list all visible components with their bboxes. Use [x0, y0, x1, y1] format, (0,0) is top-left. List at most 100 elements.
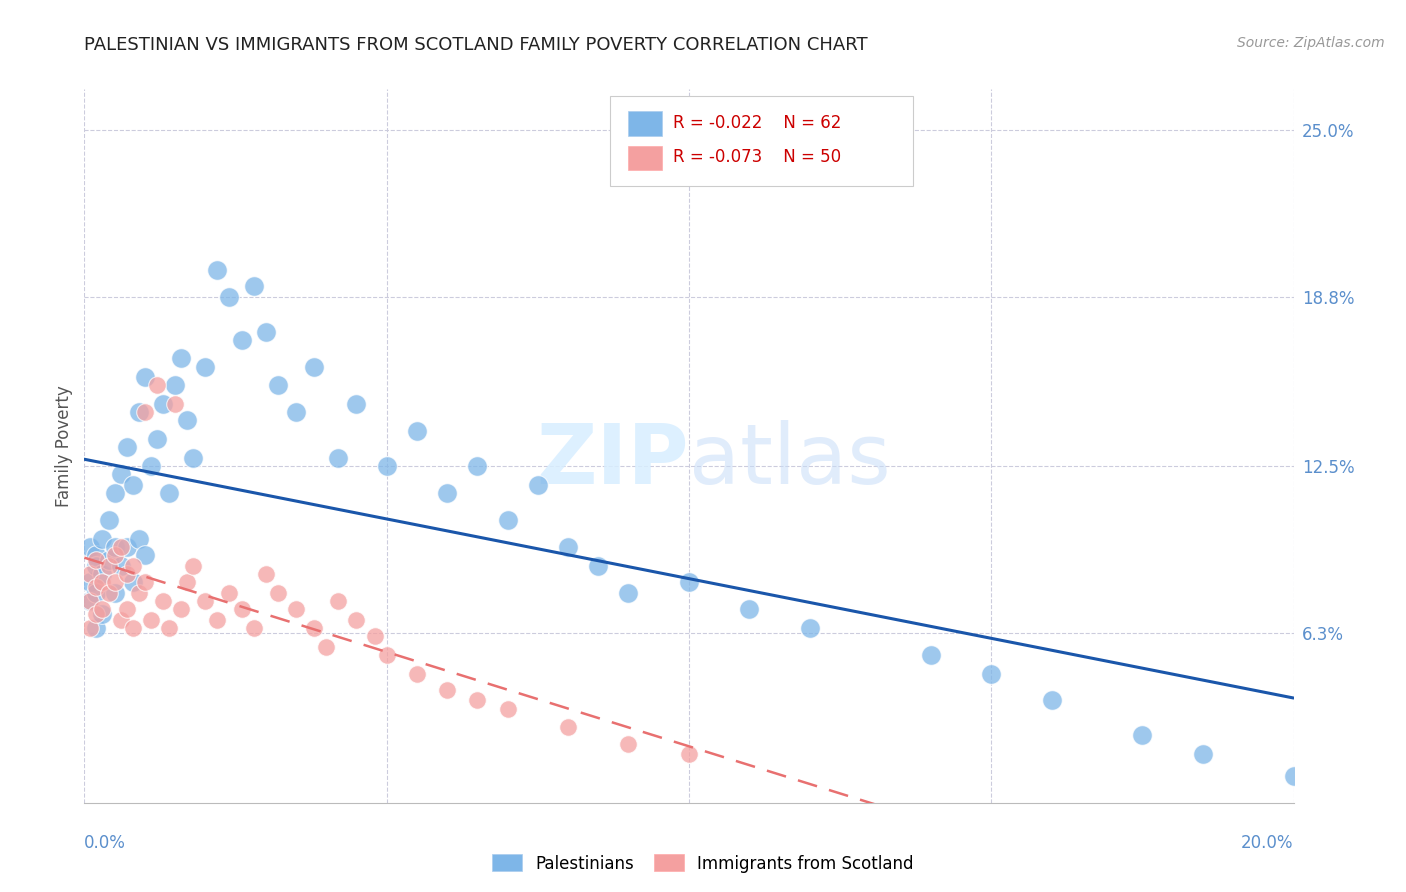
Point — [152, 397, 174, 411]
Point — [231, 333, 253, 347]
Point — [285, 602, 308, 616]
Point — [104, 586, 127, 600]
Point — [110, 613, 132, 627]
Point — [165, 378, 187, 392]
Point — [134, 370, 156, 384]
Point — [557, 540, 579, 554]
Point — [302, 359, 325, 374]
Point — [139, 613, 162, 627]
Point — [79, 566, 101, 581]
Point — [678, 574, 700, 589]
Point — [557, 720, 579, 734]
Point — [79, 621, 101, 635]
Point — [254, 566, 277, 581]
Point — [86, 607, 108, 622]
Y-axis label: Family Poverty: Family Poverty — [55, 385, 73, 507]
Point — [328, 451, 350, 466]
Point — [799, 621, 821, 635]
Point — [86, 586, 108, 600]
Point — [617, 586, 640, 600]
Point — [302, 621, 325, 635]
Point — [104, 548, 127, 562]
Text: 20.0%: 20.0% — [1241, 834, 1294, 852]
Point — [406, 424, 429, 438]
Text: ZIP: ZIP — [537, 420, 689, 500]
Point — [165, 397, 187, 411]
Point — [79, 574, 101, 589]
Point — [91, 532, 114, 546]
Point — [86, 558, 108, 573]
Point — [231, 602, 253, 616]
Point — [267, 378, 290, 392]
Point — [496, 513, 519, 527]
Point — [436, 486, 458, 500]
Point — [121, 478, 143, 492]
Point — [617, 737, 640, 751]
Point — [115, 441, 138, 455]
Point — [467, 459, 489, 474]
Point — [97, 586, 120, 600]
Point — [1192, 747, 1215, 762]
Text: Source: ZipAtlas.com: Source: ZipAtlas.com — [1237, 36, 1385, 50]
Point — [110, 540, 132, 554]
Point — [128, 405, 150, 419]
Point — [115, 566, 138, 581]
Point — [267, 586, 290, 600]
Point — [1130, 729, 1153, 743]
Point — [152, 594, 174, 608]
Point — [115, 540, 138, 554]
Point — [194, 359, 217, 374]
Point — [146, 378, 169, 392]
Point — [91, 607, 114, 622]
Point — [346, 397, 368, 411]
Point — [375, 648, 398, 662]
Point — [157, 486, 180, 500]
Point — [920, 648, 942, 662]
Text: R = -0.022    N = 62: R = -0.022 N = 62 — [673, 114, 842, 132]
Point — [285, 405, 308, 419]
Point — [363, 629, 385, 643]
Point — [104, 574, 127, 589]
Point — [406, 666, 429, 681]
Point — [128, 586, 150, 600]
Point — [79, 594, 101, 608]
Point — [176, 574, 198, 589]
FancyBboxPatch shape — [610, 96, 912, 186]
Point — [328, 594, 350, 608]
Point — [86, 580, 108, 594]
Point — [218, 289, 240, 303]
Point — [139, 459, 162, 474]
Point — [110, 558, 132, 573]
Point — [86, 548, 108, 562]
Point — [97, 558, 120, 573]
Point — [146, 432, 169, 446]
Point — [527, 478, 550, 492]
Point — [496, 701, 519, 715]
Text: R = -0.073    N = 50: R = -0.073 N = 50 — [673, 148, 841, 166]
Point — [678, 747, 700, 762]
Point — [104, 540, 127, 554]
Point — [170, 351, 193, 366]
Point — [79, 594, 101, 608]
Point — [134, 405, 156, 419]
Point — [170, 602, 193, 616]
Point — [242, 621, 264, 635]
Point — [157, 621, 180, 635]
Point — [97, 513, 120, 527]
Point — [91, 574, 114, 589]
Point — [375, 459, 398, 474]
Point — [97, 553, 120, 567]
Point — [121, 558, 143, 573]
Point — [91, 566, 114, 581]
Point — [110, 467, 132, 482]
Point — [254, 325, 277, 339]
Point — [104, 486, 127, 500]
Point — [86, 553, 108, 567]
Point — [115, 602, 138, 616]
Point — [346, 613, 368, 627]
Point — [181, 558, 204, 573]
Text: PALESTINIAN VS IMMIGRANTS FROM SCOTLAND FAMILY POVERTY CORRELATION CHART: PALESTINIAN VS IMMIGRANTS FROM SCOTLAND … — [84, 36, 868, 54]
Point — [588, 558, 610, 573]
Point — [121, 621, 143, 635]
Point — [980, 666, 1002, 681]
